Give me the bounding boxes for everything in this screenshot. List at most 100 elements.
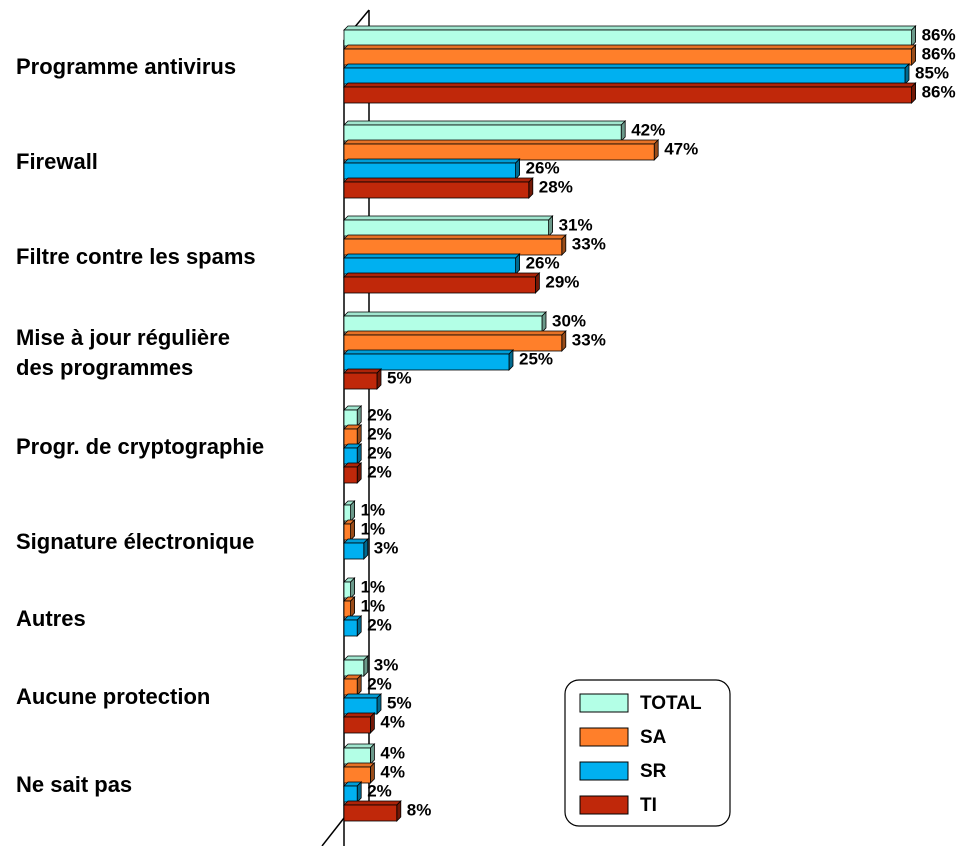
bar-face <box>911 25 916 47</box>
bar-face <box>343 353 510 371</box>
value-label: 1% <box>361 596 386 615</box>
value-label: 30% <box>552 311 586 330</box>
bar-face <box>904 63 910 85</box>
legend-swatch <box>579 693 629 713</box>
bar <box>343 424 363 446</box>
category-label: Filtre contre les spams <box>16 244 256 269</box>
value-label: 3% <box>374 538 399 557</box>
value-label: 2% <box>367 405 392 424</box>
bar-face <box>350 596 356 618</box>
value-label: 8% <box>407 800 432 819</box>
bar-face <box>343 697 378 715</box>
bar <box>343 253 521 275</box>
bar-face <box>343 678 358 696</box>
bar-face <box>369 712 375 734</box>
bar-face <box>343 219 550 237</box>
bar-face <box>343 82 917 88</box>
bar-face <box>343 315 543 333</box>
bar-face <box>343 143 655 161</box>
bar-face <box>343 330 567 336</box>
bar-face <box>343 67 906 85</box>
bar-face <box>620 120 626 142</box>
bar-face <box>363 538 369 560</box>
bar-face <box>343 234 567 240</box>
bar-face <box>350 519 356 541</box>
category-label: Ne sait pas <box>16 772 133 797</box>
bar-face <box>343 181 530 199</box>
bar-face <box>343 600 351 618</box>
bar-face <box>343 139 660 145</box>
value-label: 3% <box>374 655 399 674</box>
bar-face <box>343 215 554 221</box>
bar-face <box>515 158 520 180</box>
value-label: 1% <box>361 577 386 596</box>
legend-label: SA <box>640 727 667 748</box>
bar <box>343 272 541 294</box>
bar <box>343 596 356 618</box>
bar-face <box>343 523 351 541</box>
value-label: 25% <box>519 349 553 368</box>
bar <box>343 577 356 599</box>
legend-swatch <box>579 795 629 815</box>
bar <box>343 82 917 104</box>
bar <box>343 762 376 784</box>
value-label: 29% <box>545 272 579 291</box>
bar <box>343 800 402 822</box>
bar-face <box>343 311 547 317</box>
bar-face <box>343 368 382 374</box>
value-label: 31% <box>559 215 593 234</box>
legend-swatch <box>579 727 629 747</box>
category-label: Signature électronique <box>16 529 255 554</box>
value-label: 2% <box>367 462 392 481</box>
value-label: 86% <box>922 82 956 101</box>
bar <box>343 139 660 161</box>
bar-face <box>363 655 369 677</box>
legend-label: TI <box>640 795 657 816</box>
bar-face <box>343 158 521 164</box>
bar-face <box>343 257 517 275</box>
bar-face <box>356 424 362 446</box>
bar <box>343 462 363 484</box>
category-label: Aucune protection <box>16 684 211 709</box>
bar-face <box>541 311 547 333</box>
bar-face <box>343 466 358 484</box>
value-label: 4% <box>380 743 405 762</box>
value-label: 42% <box>631 120 665 139</box>
bar <box>343 405 363 427</box>
bar-face <box>356 674 362 696</box>
bar-face <box>343 253 521 259</box>
value-label: 33% <box>572 234 606 253</box>
legend-swatch <box>579 761 629 781</box>
bar-face <box>343 785 358 803</box>
bar <box>343 25 917 47</box>
bar <box>343 368 382 390</box>
bar-face <box>343 447 358 465</box>
bar-face <box>343 349 514 355</box>
bar-face <box>343 124 622 142</box>
bar-face <box>911 44 916 66</box>
bar-face <box>343 428 358 446</box>
bar-face <box>911 82 916 104</box>
value-label: 28% <box>539 177 573 196</box>
bar <box>343 330 567 352</box>
bar <box>343 500 356 522</box>
bar <box>343 693 382 715</box>
bar-face <box>653 139 659 161</box>
value-label: 2% <box>367 443 392 462</box>
bar <box>343 177 534 199</box>
bar-face <box>548 215 553 237</box>
bar <box>343 234 567 256</box>
bar-face <box>343 693 382 699</box>
bar-face <box>528 177 534 199</box>
bar-face <box>343 48 912 66</box>
bar-face <box>343 712 376 718</box>
bar-face <box>343 44 917 50</box>
bar <box>343 120 627 142</box>
value-label: 47% <box>664 139 698 158</box>
value-label: 5% <box>387 693 412 712</box>
bar-face <box>343 716 371 734</box>
category-label: Firewall <box>16 149 98 174</box>
value-label: 26% <box>526 253 560 272</box>
value-label: 85% <box>915 63 949 82</box>
